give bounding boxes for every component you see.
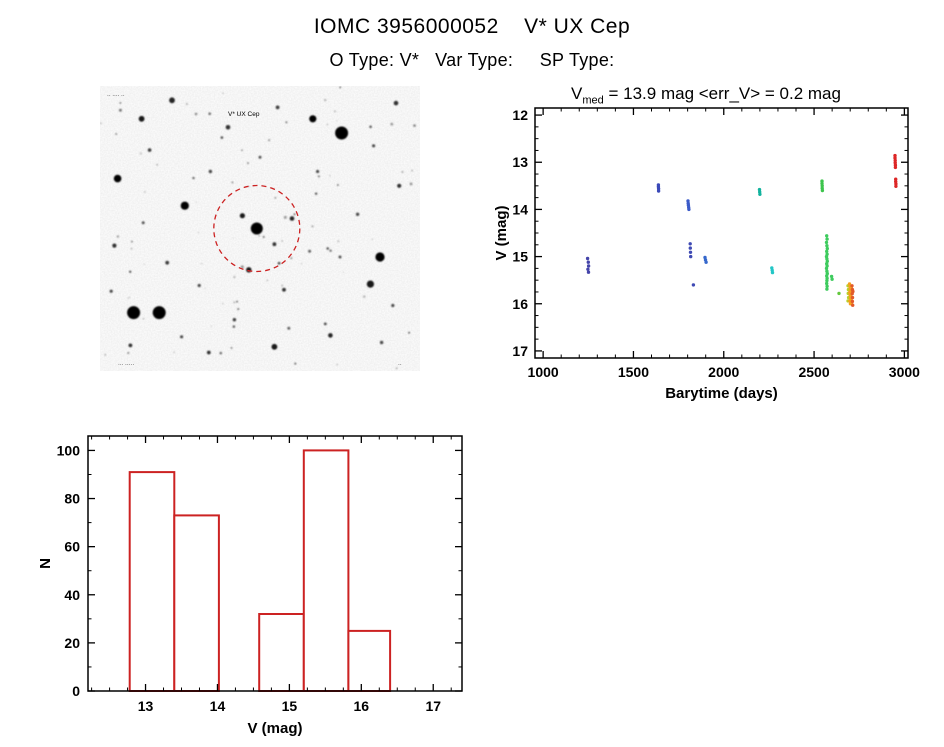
lc-xtick-label: 1500 [618, 364, 649, 380]
lc-series-e7 [757, 187, 762, 196]
lc-series-e16 [893, 153, 898, 188]
lc-ytick-label: 12 [512, 107, 528, 123]
hist-bar [258, 613, 305, 692]
hist-xaxis-label: V (mag) [247, 720, 302, 737]
lc-series-e11 [829, 274, 834, 281]
hist-bar [302, 449, 350, 693]
hist-xtick-label: 15 [282, 698, 298, 714]
lightcurve-title-v: V [571, 84, 583, 103]
hist-ytick-label: 40 [64, 587, 80, 603]
lc-ytick-label: 16 [512, 296, 528, 312]
lc-axes [534, 107, 909, 359]
lc-series-e6 [703, 255, 708, 264]
lc-yaxis-label: V (mag) [493, 205, 510, 260]
hist-ytick-label: 60 [64, 539, 80, 555]
lc-xtick-label: 2000 [708, 364, 739, 380]
finder-stars [100, 86, 416, 370]
lc-xtick-label: 3000 [889, 364, 920, 380]
lc-xtick-label: 1000 [528, 364, 559, 380]
hist-yaxis-label: N [40, 558, 54, 569]
lightcurve-title-subscript: med [582, 94, 604, 107]
lc-series-e1 [585, 256, 591, 274]
lc-series-e4 [688, 242, 693, 259]
finding-chart: V* UX Cep ·· ···· ·· ··· ····· ·· [100, 86, 420, 371]
lc-minor-ticks [535, 108, 908, 358]
lightcurve-plot: 1000 1500 2000 2500 3000 12 13 14 15 16 17 Barytime… [493, 107, 920, 402]
lc-series-e5 [691, 283, 696, 287]
hist-major-ticks: 13 14 15 16 17 0 20 40 60 80 100 [57, 436, 462, 714]
hist-axes [87, 435, 463, 692]
finder-annotation-bottom-right: ·· [398, 362, 402, 368]
hist-ytick-label: 100 [57, 442, 81, 458]
hist-ytick-label: 20 [64, 635, 80, 651]
lc-ytick-label: 14 [512, 201, 528, 217]
hist-bars [128, 449, 392, 693]
hist-ytick-label: 80 [64, 491, 80, 507]
finder-target-label: V* UX Cep [228, 111, 260, 118]
lc-ytick-label: 15 [512, 249, 528, 265]
page-title: IOMC 3956000052 V* UX Cep [313, 15, 631, 38]
hist-minor-ticks [88, 436, 462, 691]
lc-series-e9 [820, 179, 825, 193]
lc-series-e15 [850, 284, 855, 307]
lc-series-e8 [770, 266, 775, 275]
hist-xtick-label: 17 [425, 698, 441, 714]
finder-annotation-bottom-left: ··· ····· [118, 362, 134, 368]
lc-series-e2 [656, 183, 661, 193]
lc-xaxis-label: Barytime (days) [665, 385, 778, 402]
hist-ytick-label: 0 [72, 683, 80, 699]
lc-ytick-label: 17 [512, 343, 528, 359]
hist-xtick-label: 13 [138, 698, 154, 714]
lc-points [585, 153, 898, 307]
hist-xtick-label: 14 [210, 698, 226, 714]
hist-bar [128, 471, 176, 692]
lightcurve-title-rest: = 13.9 mag <err_V> = 0.2 mag [603, 84, 841, 103]
lightcurve-title: Vmed = 13.9 mag <err_V> = 0.2 mag [480, 84, 932, 106]
lc-series-e12 [837, 291, 841, 296]
lc-ytick-label: 13 [512, 154, 528, 170]
hist-bar [347, 629, 392, 692]
finder-annotation-top-left: ·· ···· ·· [107, 93, 125, 99]
page-subtitle: O Type: V* Var Type: SP Type: [329, 50, 615, 70]
lc-xtick-label: 2500 [798, 364, 829, 380]
hist-bar [173, 514, 220, 693]
target-circle [213, 184, 301, 273]
hist-xtick-label: 16 [354, 698, 370, 714]
lc-series-e10 [824, 234, 829, 291]
lc-series-e3 [686, 199, 691, 212]
histogram-plot: 13 14 15 16 17 0 20 40 60 80 100 V (mag) N [40, 435, 463, 737]
lc-major-ticks: 1000 1500 2000 2500 3000 12 13 14 15 16 17 [512, 107, 920, 380]
